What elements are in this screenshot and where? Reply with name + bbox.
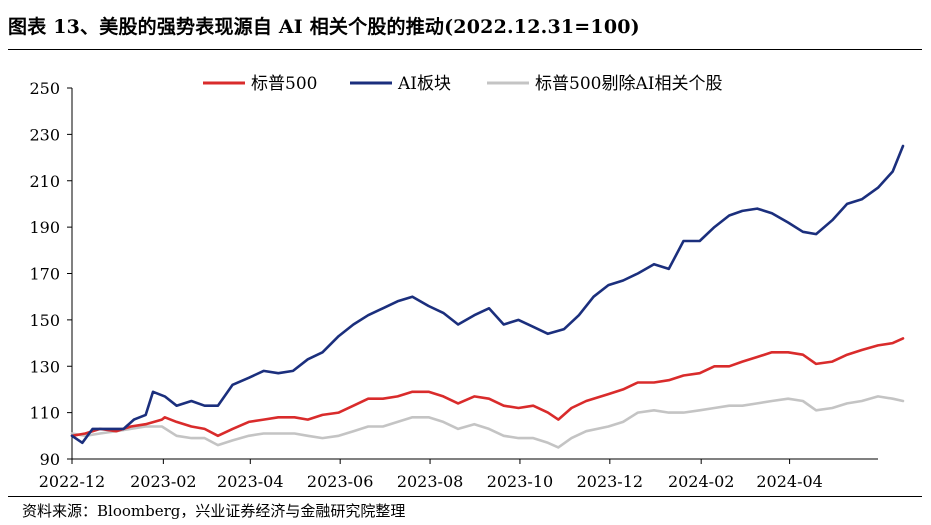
y-tick-label: 110 bbox=[29, 404, 60, 423]
series-line-2 bbox=[70, 395, 905, 449]
x-tick-label: 2023-12 bbox=[577, 472, 643, 491]
source-note: 资料来源：Bloomberg，兴业证券经济与金融研究院整理 bbox=[22, 502, 406, 520]
chart-title: 图表 13、美股的强势表现源自 AI 相关个股的推动(2022.12.31=10… bbox=[8, 16, 640, 38]
y-axis: 90 110 130 150 170 190 210 230 250 bbox=[29, 79, 73, 469]
x-tick-label: 2024-02 bbox=[668, 472, 734, 491]
y-tick-label: 230 bbox=[29, 125, 60, 144]
y-tick-label: 150 bbox=[29, 311, 60, 330]
series-layer bbox=[70, 144, 905, 449]
y-tick-label: 250 bbox=[29, 79, 60, 98]
legend-label-2: 标普500剔除AI相关个股 bbox=[535, 74, 722, 94]
y-tick-label: 190 bbox=[29, 218, 60, 237]
legend: 标普500 AI板块 标普500剔除AI相关个股 bbox=[203, 74, 722, 94]
x-tick-label: 2023-04 bbox=[217, 472, 283, 491]
title-divider bbox=[8, 49, 922, 50]
y-tick-label: 170 bbox=[29, 265, 60, 284]
x-axis: 2022-12 2023-02 2023-04 2023-06 2023-08 2023-… bbox=[39, 458, 878, 491]
x-tick-label: 2024-04 bbox=[756, 472, 822, 491]
x-tick-label: 2023-08 bbox=[397, 472, 463, 491]
x-tick-label: 2023-02 bbox=[130, 472, 196, 491]
x-tick-label: 2023-06 bbox=[307, 472, 373, 491]
series-line-0 bbox=[70, 337, 905, 438]
series-line-1 bbox=[70, 144, 905, 445]
x-tick-label: 2023-10 bbox=[487, 472, 553, 491]
line-chart: 90 110 130 150 170 190 210 230 250 2022-12 2023-0… bbox=[29, 74, 905, 491]
legend-label-1: AI板块 bbox=[397, 74, 451, 94]
y-tick-label: 210 bbox=[29, 172, 60, 191]
footer-divider bbox=[8, 496, 922, 497]
legend-label-0: 标普500 bbox=[251, 74, 317, 94]
y-tick-label: 130 bbox=[29, 357, 60, 376]
y-tick-label: 90 bbox=[40, 450, 60, 469]
x-tick-label: 2022-12 bbox=[39, 472, 105, 491]
